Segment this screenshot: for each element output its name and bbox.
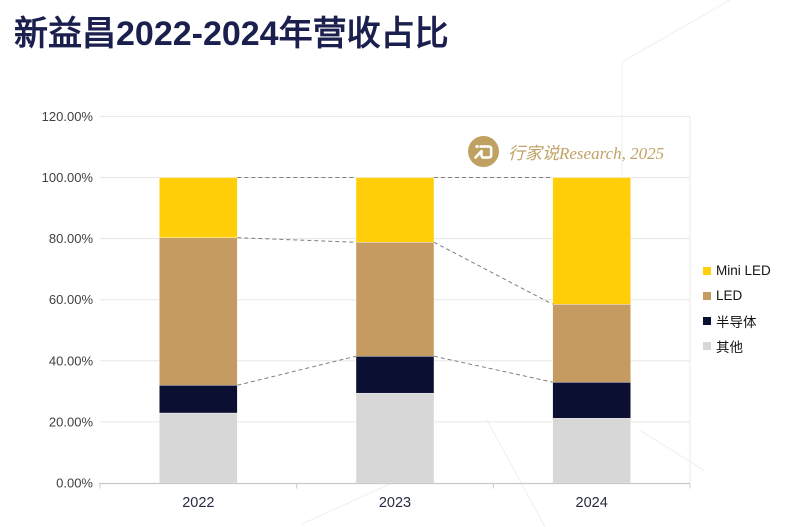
legend-swatch-other — [703, 341, 711, 350]
bar-segment-LED-2022 — [159, 237, 238, 386]
legend-label: 半导体 — [716, 314, 757, 330]
connector-line — [237, 237, 357, 243]
bar-segment-Mini LED-2023 — [355, 177, 435, 243]
decor-line — [621, 0, 731, 63]
bar-segment-其他-2022 — [159, 412, 238, 484]
legend-swatch-mini-led — [703, 266, 711, 275]
y-tick-label: 100.00% — [42, 170, 94, 185]
x-tick-label: 2024 — [576, 495, 608, 511]
legend-item-led: LED — [703, 283, 771, 308]
y-tick-label: 20.00% — [49, 414, 94, 429]
connector-line — [237, 355, 357, 386]
bar-segment-其他-2023 — [355, 392, 435, 484]
bar-segment-LED-2024 — [552, 304, 631, 383]
legend-item-semiconductor: 半导体 — [703, 308, 771, 333]
legend-item-other: 其他 — [703, 333, 771, 358]
decor-line — [301, 483, 391, 525]
y-tick-label: 120.00% — [42, 109, 94, 124]
bar-segment-其他-2024 — [552, 418, 631, 484]
connector-line — [433, 355, 553, 383]
y-tick-label: 80.00% — [49, 231, 94, 246]
legend-swatch-semiconductor — [703, 316, 711, 325]
connector-line — [433, 241, 553, 305]
y-tick-label: 60.00% — [49, 292, 94, 307]
bar-segment-半导体-2023 — [355, 356, 435, 394]
bar-segment-半导体-2024 — [552, 381, 631, 419]
legend-swatch-led — [703, 291, 711, 300]
x-tick-label: 2022 — [182, 495, 214, 511]
decor-line — [486, 419, 546, 527]
x-tick-label: 2023 — [379, 495, 411, 511]
legend: Mini LED LED 半导体 其他 — [703, 258, 771, 358]
y-tick-label: 0.00% — [56, 476, 93, 491]
bar-segment-Mini LED-2024 — [552, 177, 631, 305]
y-tick-label: 40.00% — [49, 353, 94, 368]
legend-label: LED — [716, 288, 743, 303]
legend-label: 其他 — [716, 339, 743, 355]
legend-item-mini-led: Mini LED — [703, 258, 771, 283]
bar-segment-Mini LED-2022 — [159, 177, 238, 238]
decor-line — [640, 430, 706, 472]
legend-label: Mini LED — [716, 263, 771, 278]
bar-segment-LED-2023 — [355, 242, 435, 357]
bar-segment-半导体-2022 — [159, 385, 238, 414]
chart-title: 新益昌2022-2024年营收占比 — [14, 15, 449, 53]
